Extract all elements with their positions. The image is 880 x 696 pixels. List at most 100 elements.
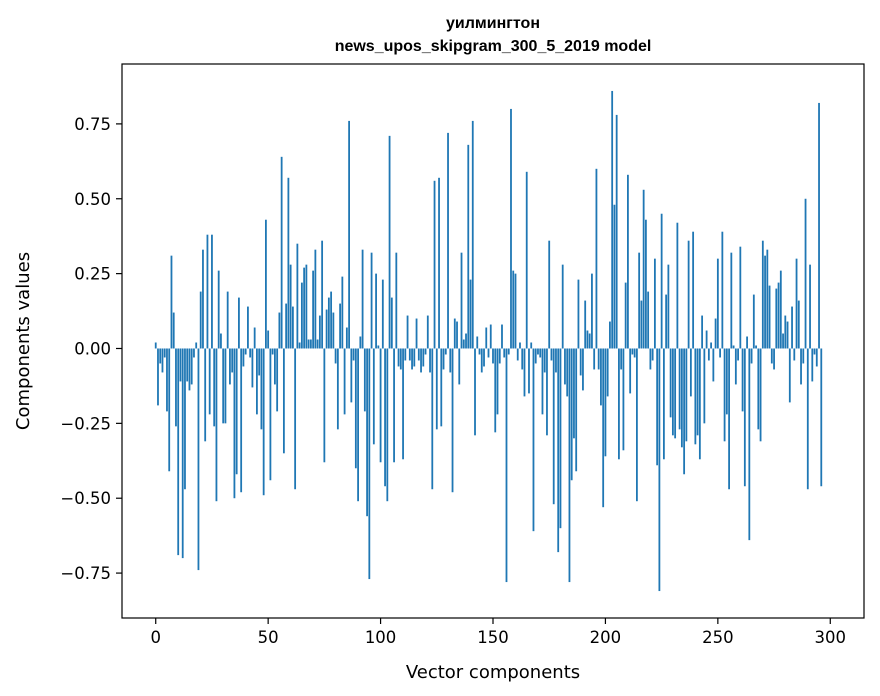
bar bbox=[256, 348, 258, 415]
bar bbox=[694, 348, 697, 445]
bar bbox=[701, 315, 704, 349]
bar bbox=[202, 249, 204, 349]
bar bbox=[415, 318, 418, 349]
bar bbox=[492, 348, 494, 364]
bar bbox=[485, 327, 488, 349]
bar bbox=[620, 348, 623, 370]
bar bbox=[381, 279, 384, 349]
y-axis-ticks: −0.75 −0.50 −0.25 0.00 0.25 0.50 0.75 bbox=[60, 115, 122, 583]
bar bbox=[298, 342, 301, 349]
y-tick-label: −0.25 bbox=[60, 414, 111, 433]
bar bbox=[399, 348, 402, 370]
bar bbox=[494, 348, 497, 433]
bar-series bbox=[154, 90, 823, 592]
bar bbox=[528, 348, 530, 394]
bar bbox=[478, 348, 481, 355]
bar bbox=[642, 189, 645, 349]
bar bbox=[600, 348, 602, 406]
bar bbox=[397, 348, 400, 367]
bar bbox=[188, 348, 191, 391]
bar bbox=[779, 270, 782, 349]
bar bbox=[734, 348, 737, 385]
bar bbox=[294, 348, 297, 490]
bar bbox=[764, 255, 766, 349]
bar bbox=[366, 348, 368, 517]
bar bbox=[627, 174, 629, 349]
bar bbox=[429, 348, 431, 373]
bar bbox=[469, 279, 472, 349]
x-tick-label: 250 bbox=[702, 628, 734, 647]
bar bbox=[348, 120, 350, 349]
bar bbox=[305, 264, 308, 349]
bar bbox=[818, 102, 820, 349]
bar bbox=[220, 333, 222, 349]
bar bbox=[235, 348, 238, 475]
bar bbox=[820, 348, 823, 487]
bar bbox=[609, 321, 611, 349]
bar bbox=[296, 243, 299, 349]
bar bbox=[321, 240, 324, 349]
bar bbox=[249, 348, 252, 358]
bar bbox=[458, 348, 461, 385]
bar bbox=[618, 348, 620, 460]
y-tick-label: 0.75 bbox=[74, 115, 111, 134]
bar bbox=[683, 348, 686, 475]
bar bbox=[757, 348, 760, 430]
bar bbox=[467, 144, 470, 349]
bar bbox=[532, 348, 535, 532]
bar bbox=[788, 348, 791, 403]
bar bbox=[339, 303, 341, 349]
bar bbox=[759, 348, 762, 442]
bar bbox=[629, 348, 632, 394]
bar bbox=[543, 348, 546, 373]
bar bbox=[303, 267, 306, 349]
bar bbox=[732, 345, 735, 349]
bar bbox=[233, 348, 236, 499]
bar bbox=[211, 234, 213, 349]
bar bbox=[521, 348, 524, 370]
x-axis-ticks: 0 50 100 150 200 250 300 bbox=[150, 618, 846, 647]
bar bbox=[674, 348, 677, 439]
bar bbox=[577, 279, 580, 349]
bar bbox=[676, 222, 679, 349]
bar bbox=[768, 285, 771, 349]
bar bbox=[525, 171, 528, 349]
bar bbox=[537, 348, 539, 355]
bar bbox=[406, 315, 409, 349]
bar bbox=[498, 348, 501, 364]
bar bbox=[739, 246, 742, 349]
bar bbox=[503, 348, 506, 358]
bar bbox=[489, 324, 492, 349]
bar bbox=[213, 348, 216, 427]
bar bbox=[649, 348, 652, 370]
bar bbox=[806, 348, 809, 490]
bar bbox=[172, 312, 175, 349]
bar bbox=[588, 333, 591, 349]
bar bbox=[282, 348, 285, 454]
bar bbox=[372, 348, 375, 445]
bar bbox=[352, 348, 355, 361]
bar bbox=[195, 342, 198, 349]
bar bbox=[611, 90, 614, 349]
bar bbox=[426, 315, 429, 349]
bar bbox=[746, 336, 748, 349]
bar bbox=[680, 348, 683, 448]
bar bbox=[685, 348, 688, 442]
bar bbox=[462, 339, 465, 349]
bar bbox=[238, 297, 240, 349]
bar bbox=[476, 336, 479, 349]
bar bbox=[557, 348, 560, 553]
bar bbox=[707, 348, 710, 361]
bar bbox=[658, 348, 661, 592]
bar bbox=[390, 297, 393, 349]
bar bbox=[809, 264, 811, 349]
bar bbox=[206, 234, 209, 349]
bar bbox=[224, 348, 227, 424]
y-tick-label: 0.00 bbox=[74, 339, 111, 358]
bar bbox=[327, 297, 330, 349]
bar bbox=[247, 306, 249, 349]
bar bbox=[766, 249, 769, 349]
bar bbox=[480, 348, 483, 373]
bar bbox=[656, 348, 659, 466]
